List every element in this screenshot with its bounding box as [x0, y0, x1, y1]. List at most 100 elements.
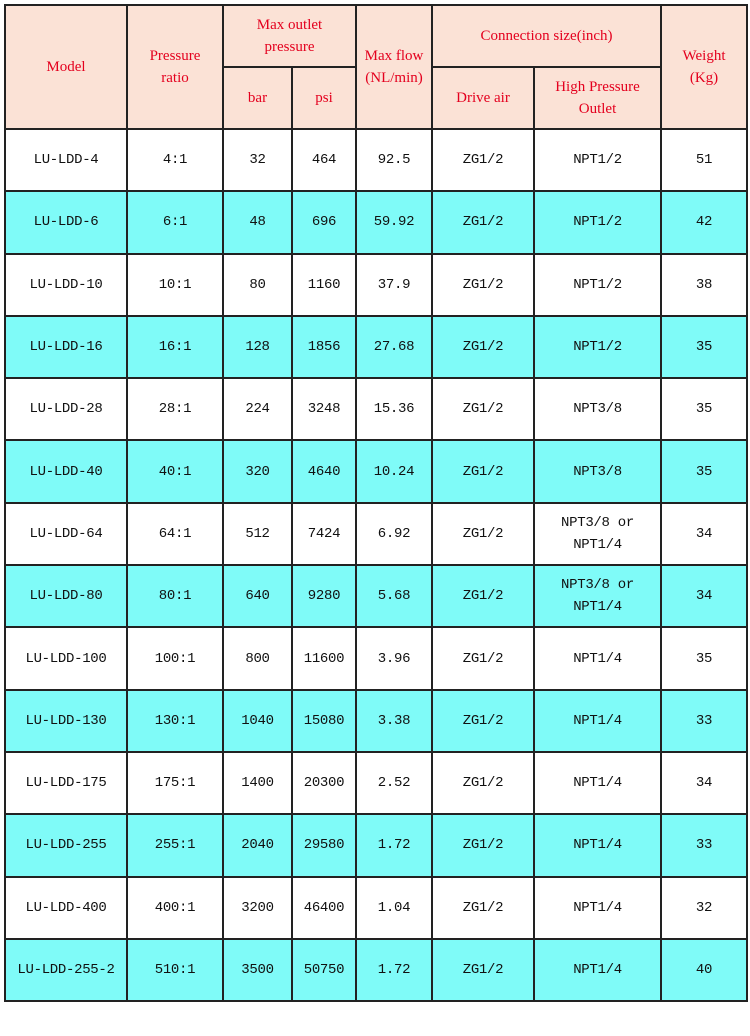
cell-psi: 50750 [291, 937, 357, 1003]
header-bar: bar [222, 66, 293, 130]
table-row: LU-LDD-40 40:1 320 4640 10.24 ZG1/2 NPT3/8 35 [4, 439, 749, 504]
cell-max-flow: 1.04 [355, 875, 433, 940]
cell-drive-air: ZG1/2 [431, 937, 535, 1003]
cell-model: LU-LDD-16 [4, 314, 128, 380]
cell-model: LU-LDD-400 [4, 875, 128, 940]
cell-bar: 1040 [222, 688, 293, 753]
outlet-text: NPT3/8 [573, 463, 622, 480]
table-row: LU-LDD-175 175:1 1400 20300 2.52 ZG1/2 NPT1/4 3… [4, 750, 749, 816]
cell-model: LU-LDD-100 [4, 626, 128, 691]
cell-drive-air: ZG1/2 [431, 750, 535, 816]
cell-psi: 29580 [291, 813, 357, 878]
cell-high-pressure-outlet: NPT1/4 [532, 626, 663, 691]
table-row: LU-LDD-100 100:1 800 11600 3.96 ZG1/2 NPT1/4 35 [4, 626, 749, 691]
cell-high-pressure-outlet: NPT1/4 [532, 750, 663, 816]
cell-max-flow: 27.68 [355, 314, 433, 380]
cell-drive-air: ZG1/2 [431, 626, 535, 691]
table-row: LU-LDD-255-2 510:1 3500 50750 1.72 ZG1/2 NPT1/… [4, 937, 749, 1003]
cell-model: LU-LDD-80 [4, 564, 128, 629]
cell-weight: 33 [660, 688, 749, 753]
outlet-text: NPT1/4 [573, 650, 622, 667]
cell-max-flow: 1.72 [355, 813, 433, 878]
cell-high-pressure-outlet: NPT1/4 [532, 937, 663, 1003]
cell-drive-air: ZG1/2 [431, 190, 535, 255]
cell-drive-air: ZG1/2 [431, 377, 535, 442]
cell-max-flow: 3.96 [355, 626, 433, 691]
cell-high-pressure-outlet: NPT1/2 [532, 127, 663, 193]
outlet-text: NPT3/8 or NPT1/4 [561, 577, 634, 616]
header-drive-air: Drive air [431, 66, 535, 130]
table-row: LU-LDD-80 80:1 640 9280 5.68 ZG1/2 NPT3/8 or N… [4, 564, 749, 629]
cell-drive-air: ZG1/2 [431, 564, 535, 629]
cell-weight: 35 [660, 377, 749, 442]
outlet-text: NPT3/8 [573, 401, 622, 418]
cell-weight: 51 [660, 127, 749, 193]
outlet-text: NPT1/4 [573, 837, 622, 854]
cell-max-flow: 3.38 [355, 688, 433, 753]
cell-high-pressure-outlet: NPT1/4 [532, 813, 663, 878]
cell-pressure-ratio: 16:1 [126, 314, 224, 380]
cell-weight: 38 [660, 252, 749, 317]
table-row: LU-LDD-4 4:1 32 464 92.5 ZG1/2 NPT1/2 51 [4, 127, 749, 193]
cell-max-flow: 2.52 [355, 750, 433, 816]
cell-weight: 33 [660, 813, 749, 878]
header-max-flow: Max flow (NL/min) [355, 4, 433, 130]
cell-max-flow: 1.72 [355, 937, 433, 1003]
cell-psi: 696 [291, 190, 357, 255]
cell-high-pressure-outlet: NPT3/8 or NPT1/4 [532, 564, 663, 629]
cell-bar: 512 [222, 501, 293, 567]
table-row: LU-LDD-10 10:1 80 1160 37.9 ZG1/2 NPT1/2 38 [4, 252, 749, 317]
cell-psi: 20300 [291, 750, 357, 816]
cell-psi: 11600 [291, 626, 357, 691]
cell-drive-air: ZG1/2 [431, 314, 535, 380]
cell-pressure-ratio: 64:1 [126, 501, 224, 567]
header-connection-size: Connection size(inch) [430, 4, 663, 68]
table-row: LU-LDD-255 255:1 2040 29580 1.72 ZG1/2 NPT1/4 3… [4, 813, 749, 878]
cell-model: LU-LDD-255 [4, 813, 128, 878]
table-row: LU-LDD-400 400:1 3200 46400 1.04 ZG1/2 NPT1/4 3… [4, 875, 749, 940]
cell-high-pressure-outlet: NPT1/2 [532, 190, 663, 255]
cell-max-flow: 15.36 [355, 377, 433, 442]
cell-high-pressure-outlet: NPT3/8 [532, 377, 663, 442]
outlet-text: NPT1/4 [573, 712, 622, 729]
cell-bar: 800 [222, 626, 293, 691]
cell-pressure-ratio: 510:1 [126, 937, 224, 1003]
cell-pressure-ratio: 175:1 [126, 750, 224, 816]
cell-max-flow: 5.68 [355, 564, 433, 629]
cell-weight: 32 [660, 875, 749, 940]
table-row: LU-LDD-64 64:1 512 7424 6.92 ZG1/2 NPT3/8 or N… [4, 501, 749, 567]
cell-model: LU-LDD-10 [4, 252, 128, 317]
cell-high-pressure-outlet: NPT1/2 [532, 314, 663, 380]
cell-high-pressure-outlet: NPT3/8 or NPT1/4 [532, 501, 663, 567]
cell-bar: 3200 [222, 875, 293, 940]
cell-drive-air: ZG1/2 [431, 439, 535, 504]
cell-max-flow: 10.24 [355, 439, 433, 504]
cell-drive-air: ZG1/2 [431, 127, 535, 193]
cell-psi: 3248 [291, 377, 357, 442]
outlet-text: NPT1/2 [573, 214, 622, 231]
cell-pressure-ratio: 100:1 [126, 626, 224, 691]
cell-model: LU-LDD-28 [4, 377, 128, 442]
cell-psi: 1160 [291, 252, 357, 317]
cell-bar: 224 [222, 377, 293, 442]
cell-bar: 48 [222, 190, 293, 255]
cell-psi: 7424 [291, 501, 357, 567]
outlet-text: NPT1/4 [573, 899, 622, 916]
cell-pressure-ratio: 130:1 [126, 688, 224, 753]
cell-weight: 40 [660, 937, 749, 1003]
cell-model: LU-LDD-6 [4, 190, 128, 255]
cell-weight: 34 [660, 564, 749, 629]
cell-weight: 35 [660, 626, 749, 691]
cell-psi: 46400 [291, 875, 357, 940]
cell-bar: 320 [222, 439, 293, 504]
table-row: LU-LDD-6 6:1 48 696 59.92 ZG1/2 NPT1/2 42 [4, 190, 749, 255]
outlet-text: NPT1/2 [573, 152, 622, 169]
cell-pressure-ratio: 28:1 [126, 377, 224, 442]
cell-high-pressure-outlet: NPT1/4 [532, 875, 663, 940]
header-pressure-ratio: Pressure ratio [126, 4, 224, 130]
cell-psi: 464 [291, 127, 357, 193]
cell-weight: 42 [660, 190, 749, 255]
cell-model: LU-LDD-40 [4, 439, 128, 504]
cell-psi: 4640 [291, 439, 357, 504]
cell-model: LU-LDD-4 [4, 127, 128, 193]
